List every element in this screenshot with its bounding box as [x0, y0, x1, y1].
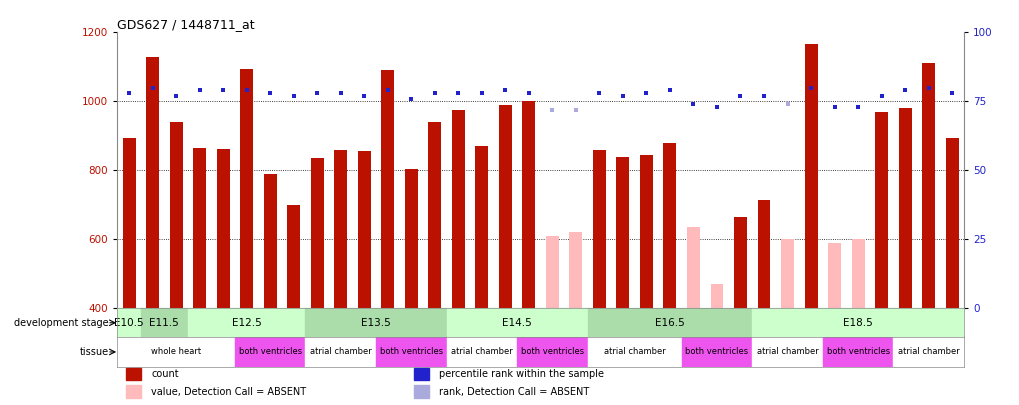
- Bar: [287, 205, 300, 308]
- Bar: [141, 308, 187, 337]
- Bar: [751, 308, 963, 337]
- Text: both ventricles: both ventricles: [379, 347, 442, 356]
- Bar: [311, 158, 323, 308]
- Bar: [414, 386, 428, 398]
- Bar: [587, 308, 752, 337]
- Text: percentile rank within the sample: percentile rank within the sample: [438, 369, 603, 379]
- Bar: [122, 138, 136, 308]
- Bar: [734, 217, 746, 308]
- Bar: [264, 174, 276, 308]
- Text: both ventricles: both ventricles: [238, 347, 302, 356]
- Bar: [517, 337, 587, 367]
- Bar: [851, 239, 864, 308]
- Bar: [569, 232, 582, 308]
- Text: both ventricles: both ventricles: [825, 347, 889, 356]
- Bar: [358, 151, 370, 308]
- Text: both ventricles: both ventricles: [521, 347, 583, 356]
- Bar: [681, 337, 751, 367]
- Bar: [125, 368, 141, 380]
- Text: atrial chamber: atrial chamber: [756, 347, 817, 356]
- Text: atrial chamber: atrial chamber: [897, 347, 959, 356]
- Text: value, Detection Call = ABSENT: value, Detection Call = ABSENT: [151, 387, 306, 396]
- Bar: [898, 108, 911, 308]
- Bar: [615, 156, 629, 308]
- Bar: [687, 227, 699, 308]
- Bar: [822, 337, 893, 367]
- Bar: [781, 239, 793, 308]
- Bar: [639, 155, 652, 308]
- Bar: [305, 337, 376, 367]
- Text: E16.5: E16.5: [654, 318, 684, 328]
- Bar: [381, 70, 393, 308]
- Bar: [334, 149, 346, 308]
- Bar: [146, 57, 159, 308]
- Bar: [414, 368, 428, 380]
- Text: E14.5: E14.5: [501, 318, 532, 328]
- Text: count: count: [151, 369, 178, 379]
- Bar: [234, 337, 305, 367]
- Bar: [405, 168, 418, 308]
- Text: atrial chamber: atrial chamber: [603, 347, 664, 356]
- Bar: [662, 143, 676, 308]
- Bar: [893, 337, 963, 367]
- Text: E10.5: E10.5: [114, 318, 144, 328]
- Bar: [239, 68, 253, 308]
- Text: atrial chamber: atrial chamber: [310, 347, 371, 356]
- Bar: [117, 308, 141, 337]
- Bar: [428, 122, 441, 308]
- Text: E12.5: E12.5: [231, 318, 261, 328]
- Text: E11.5: E11.5: [150, 318, 179, 328]
- Bar: [945, 138, 958, 308]
- Text: both ventricles: both ventricles: [685, 347, 748, 356]
- Bar: [804, 45, 816, 308]
- Bar: [376, 337, 446, 367]
- Bar: [305, 308, 446, 337]
- Bar: [498, 105, 512, 308]
- Bar: [216, 149, 229, 308]
- Bar: [921, 64, 934, 308]
- Text: atrial chamber: atrial chamber: [450, 347, 513, 356]
- Bar: [446, 337, 517, 367]
- Bar: [475, 146, 488, 308]
- Bar: [451, 110, 465, 308]
- Bar: [710, 284, 722, 308]
- Text: development stage: development stage: [14, 318, 109, 328]
- Text: GDS627 / 1448711_at: GDS627 / 1448711_at: [117, 18, 255, 31]
- Bar: [592, 149, 605, 308]
- Bar: [193, 148, 206, 308]
- Text: tissue: tissue: [79, 347, 109, 357]
- Text: E18.5: E18.5: [843, 318, 872, 328]
- Bar: [169, 122, 182, 308]
- Bar: [187, 308, 305, 337]
- Bar: [446, 308, 587, 337]
- Bar: [827, 243, 841, 308]
- Text: whole heart: whole heart: [151, 347, 201, 356]
- Bar: [751, 337, 822, 367]
- Bar: [757, 200, 769, 308]
- Bar: [545, 236, 558, 308]
- Text: E13.5: E13.5: [361, 318, 390, 328]
- Text: rank, Detection Call = ABSENT: rank, Detection Call = ABSENT: [438, 387, 589, 396]
- Bar: [874, 112, 888, 308]
- Bar: [125, 386, 141, 398]
- Bar: [522, 101, 535, 308]
- Bar: [587, 337, 681, 367]
- Bar: [117, 337, 234, 367]
